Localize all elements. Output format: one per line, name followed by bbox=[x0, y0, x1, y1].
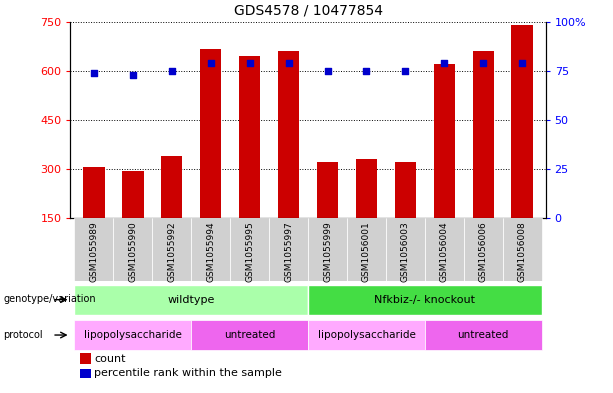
Bar bbox=[83, 167, 105, 218]
Text: untreated: untreated bbox=[224, 330, 275, 340]
Point bbox=[478, 60, 488, 66]
Text: lipopolysaccharide: lipopolysaccharide bbox=[318, 330, 416, 340]
Bar bbox=[308, 218, 347, 281]
Bar bbox=[473, 51, 494, 218]
Bar bbox=[308, 320, 425, 350]
Text: GSM1056008: GSM1056008 bbox=[518, 221, 527, 282]
Text: GSM1056004: GSM1056004 bbox=[440, 221, 449, 282]
Point bbox=[440, 60, 449, 66]
Text: GSM1056006: GSM1056006 bbox=[479, 221, 488, 282]
Text: GSM1055990: GSM1055990 bbox=[128, 221, 137, 282]
Bar bbox=[278, 51, 299, 218]
Bar bbox=[113, 218, 152, 281]
Bar bbox=[269, 218, 308, 281]
Text: GSM1055992: GSM1055992 bbox=[167, 221, 177, 282]
Bar bbox=[152, 218, 191, 281]
Bar bbox=[200, 50, 221, 218]
Text: protocol: protocol bbox=[3, 330, 43, 340]
Bar bbox=[74, 285, 308, 315]
Bar bbox=[511, 25, 533, 218]
Text: GSM1055994: GSM1055994 bbox=[206, 221, 215, 282]
Bar bbox=[239, 56, 261, 218]
Bar bbox=[464, 218, 503, 281]
Text: GSM1055989: GSM1055989 bbox=[89, 221, 98, 282]
Bar bbox=[347, 218, 386, 281]
Text: genotype/variation: genotype/variation bbox=[3, 294, 96, 305]
Point bbox=[206, 60, 216, 66]
Bar bbox=[191, 218, 230, 281]
Point bbox=[245, 60, 254, 66]
Text: wildtype: wildtype bbox=[167, 295, 215, 305]
Bar bbox=[74, 218, 113, 281]
Text: count: count bbox=[94, 354, 126, 364]
Point bbox=[517, 60, 527, 66]
Text: GSM1055995: GSM1055995 bbox=[245, 221, 254, 282]
Bar bbox=[317, 162, 338, 218]
Bar bbox=[503, 218, 542, 281]
Point bbox=[362, 68, 371, 74]
Point bbox=[400, 68, 410, 74]
Text: GSM1055997: GSM1055997 bbox=[284, 221, 293, 282]
Text: GSM1056003: GSM1056003 bbox=[401, 221, 410, 282]
Point bbox=[167, 68, 177, 74]
Point bbox=[89, 70, 99, 76]
Text: percentile rank within the sample: percentile rank within the sample bbox=[94, 368, 282, 378]
Text: GSM1056001: GSM1056001 bbox=[362, 221, 371, 282]
Text: lipopolysaccharide: lipopolysaccharide bbox=[84, 330, 181, 340]
Bar bbox=[425, 218, 464, 281]
Bar bbox=[74, 320, 191, 350]
Text: untreated: untreated bbox=[457, 330, 509, 340]
Bar bbox=[161, 156, 183, 218]
Bar bbox=[386, 218, 425, 281]
Bar bbox=[425, 320, 542, 350]
Title: GDS4578 / 10477854: GDS4578 / 10477854 bbox=[234, 4, 383, 18]
Point bbox=[322, 68, 332, 74]
Bar bbox=[191, 320, 308, 350]
Point bbox=[128, 72, 138, 78]
Bar bbox=[433, 64, 455, 218]
Text: GSM1055999: GSM1055999 bbox=[323, 221, 332, 282]
Point bbox=[284, 60, 294, 66]
Bar bbox=[395, 162, 416, 218]
Bar bbox=[356, 159, 377, 218]
Bar bbox=[230, 218, 269, 281]
Bar bbox=[308, 285, 542, 315]
Text: Nfkbiz-/- knockout: Nfkbiz-/- knockout bbox=[375, 295, 475, 305]
Bar bbox=[122, 171, 143, 218]
